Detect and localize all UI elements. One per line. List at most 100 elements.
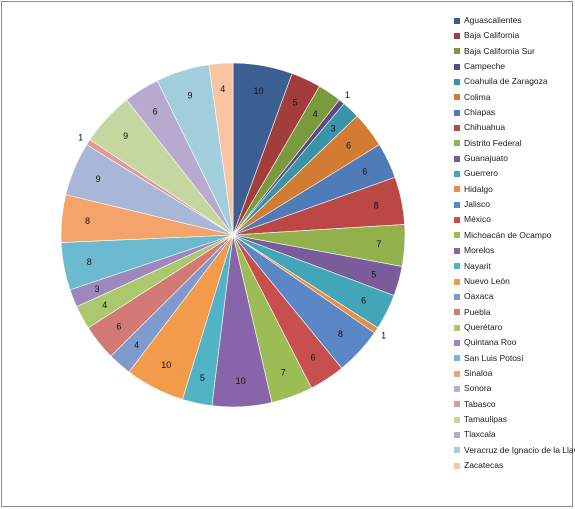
legend-swatch	[454, 125, 460, 132]
legend-label: México	[464, 214, 491, 225]
legend-item: Nuevo León	[454, 274, 575, 289]
legend-swatch	[454, 79, 460, 86]
slice-value-label: 6	[116, 321, 121, 331]
legend-label: Nuevo León	[464, 275, 510, 286]
slice-value-label: 9	[188, 90, 193, 100]
legend-label: Colima	[464, 91, 491, 102]
legend-swatch	[454, 171, 460, 178]
legend-label: Guerrero	[464, 168, 499, 179]
legend-label: Aguascalientes	[464, 15, 522, 25]
legend-swatch	[454, 431, 460, 438]
slice-value-label: 4	[313, 109, 318, 119]
legend-item: Quintana Roo	[454, 335, 575, 350]
legend: Aguascalientes Baja California Baja Califo…	[454, 13, 575, 473]
slice-value-label: 1	[381, 330, 386, 340]
legend-item: Distrito Federal	[454, 136, 575, 151]
legend-label: Veracruz de Ignacio de la Llave	[464, 444, 575, 455]
legend-item: Sonora	[454, 381, 575, 396]
slice-value-label: 9	[123, 131, 128, 141]
legend-label: Campeche	[464, 61, 506, 72]
legend-item: Guanajuato	[454, 151, 575, 166]
slice-value-label: 3	[331, 124, 336, 134]
legend-swatch	[454, 17, 460, 24]
legend-label: Tlaxcala	[464, 429, 496, 440]
slice-value-label: 9	[96, 174, 101, 184]
legend-swatch	[454, 309, 460, 316]
legend-swatch	[454, 140, 460, 147]
slice-value-label: 1	[345, 90, 350, 100]
legend-label: Quintana Roo	[464, 337, 517, 348]
legend-swatch	[454, 247, 460, 254]
legend-swatch	[454, 416, 460, 423]
legend-label: Michoacán de Ocampo	[464, 229, 552, 240]
slice-value-label: 8	[338, 329, 343, 339]
legend-label: Baja California Sur	[464, 45, 535, 56]
slice-value-label: 4	[102, 300, 107, 310]
legend-swatch	[454, 355, 460, 362]
slice-value-label: 8	[85, 216, 90, 226]
legend-label: Oaxaca	[464, 291, 494, 302]
legend-label: Baja California	[464, 30, 520, 41]
legend-swatch	[454, 293, 460, 300]
slice-value-label: 6	[362, 167, 367, 177]
legend-label: Coahuila de Zaragoza	[464, 76, 548, 87]
legend-item: Nayarit	[454, 259, 575, 274]
legend-swatch	[454, 370, 460, 377]
legend-label: Hidalgo	[464, 183, 493, 194]
slice-value-label: 6	[346, 141, 351, 151]
legend-item: Tamaulipas	[454, 412, 575, 427]
legend-swatch	[454, 263, 460, 270]
legend-label: Zacatecas	[464, 459, 504, 470]
legend-item: Tabasco	[454, 397, 575, 412]
legend-item: Veracruz de Ignacio de la Llave	[454, 443, 575, 458]
legend-swatch	[454, 447, 460, 454]
legend-label: Chiapas	[464, 107, 496, 118]
legend-item: Campeche	[454, 59, 575, 74]
legend-swatch	[454, 462, 460, 469]
legend-item: Michoacán de Ocampo	[454, 228, 575, 243]
legend-item: Coahuila de Zaragoza	[454, 74, 575, 89]
legend-label: Nayarit	[464, 260, 491, 271]
slice-value-label: 8	[87, 257, 92, 267]
legend-item: San Luis Potosí	[454, 351, 575, 366]
legend-item: Zacatecas	[454, 458, 575, 473]
legend-item: Hidalgo	[454, 182, 575, 197]
pie-slice	[208, 62, 234, 236]
legend-item: Sinaloa	[454, 366, 575, 381]
slice-value-label: 10	[236, 376, 246, 386]
legend-label: Distrito Federal	[464, 137, 522, 148]
legend-swatch	[454, 232, 460, 239]
slice-value-label: 1	[78, 132, 83, 142]
legend-swatch	[454, 385, 460, 392]
legend-item: Chihuahua	[454, 120, 575, 135]
legend-item: Aguascalientes	[454, 13, 575, 28]
legend-swatch	[454, 33, 460, 40]
legend-swatch	[454, 324, 460, 331]
legend-label: Tabasco	[464, 398, 496, 409]
legend-swatch	[454, 94, 460, 101]
legend-swatch	[454, 278, 460, 285]
slice-value-label: 4	[220, 84, 225, 94]
legend-item: Chiapas	[454, 105, 575, 120]
slice-value-label: 5	[200, 373, 205, 383]
slice-value-label: 5	[293, 98, 298, 108]
legend-swatch	[454, 339, 460, 346]
slice-value-label: 7	[281, 367, 286, 377]
legend-item: Puebla	[454, 305, 575, 320]
legend-swatch	[454, 201, 460, 208]
legend-label: Querétaro	[464, 321, 503, 332]
legend-item: Baja California	[454, 28, 575, 43]
legend-label: Chihuahua	[464, 122, 506, 133]
legend-swatch	[454, 109, 460, 116]
legend-label: Tamaulipas	[464, 413, 507, 424]
slice-value-label: 10	[161, 360, 171, 370]
legend-swatch	[454, 217, 460, 224]
legend-swatch	[454, 63, 460, 70]
legend-item: Morelos	[454, 243, 575, 258]
legend-item: Guerrero	[454, 166, 575, 181]
legend-label: Puebla	[464, 306, 491, 317]
legend-label: Sinaloa	[464, 367, 493, 378]
legend-item: Tlaxcala	[454, 427, 575, 442]
